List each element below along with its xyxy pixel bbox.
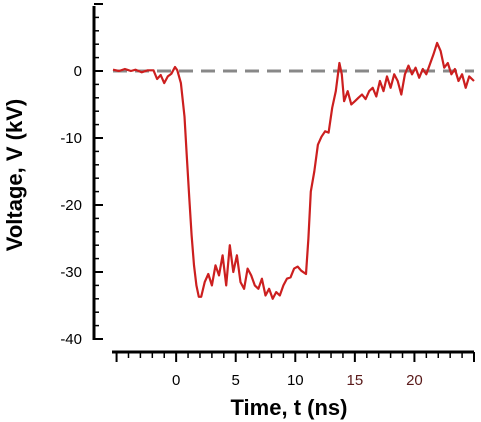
x-tick-label: 0	[172, 372, 180, 389]
y-tick-label: 0	[74, 63, 82, 80]
x-axis-title: Time, t (ns)	[231, 395, 348, 420]
y-tick-label: -10	[60, 130, 82, 147]
y-tick-label: -40	[60, 331, 82, 348]
ticks: 0 -10 -20 -30 -40 0 5 10 15 20	[60, 3, 475, 389]
y-tick-label: -20	[60, 197, 82, 214]
x-tick-label: 5	[232, 372, 240, 389]
voltage-series-line	[112, 41, 475, 300]
x-tick-label: 15	[347, 372, 364, 389]
plot-area	[112, 41, 475, 300]
y-tick-label: -30	[60, 264, 82, 281]
axes	[92, 6, 474, 354]
x-tick-label: 10	[287, 372, 304, 389]
x-tick-label: 20	[406, 372, 423, 389]
y-axis-title: Voltage, V (kV)	[2, 99, 27, 251]
